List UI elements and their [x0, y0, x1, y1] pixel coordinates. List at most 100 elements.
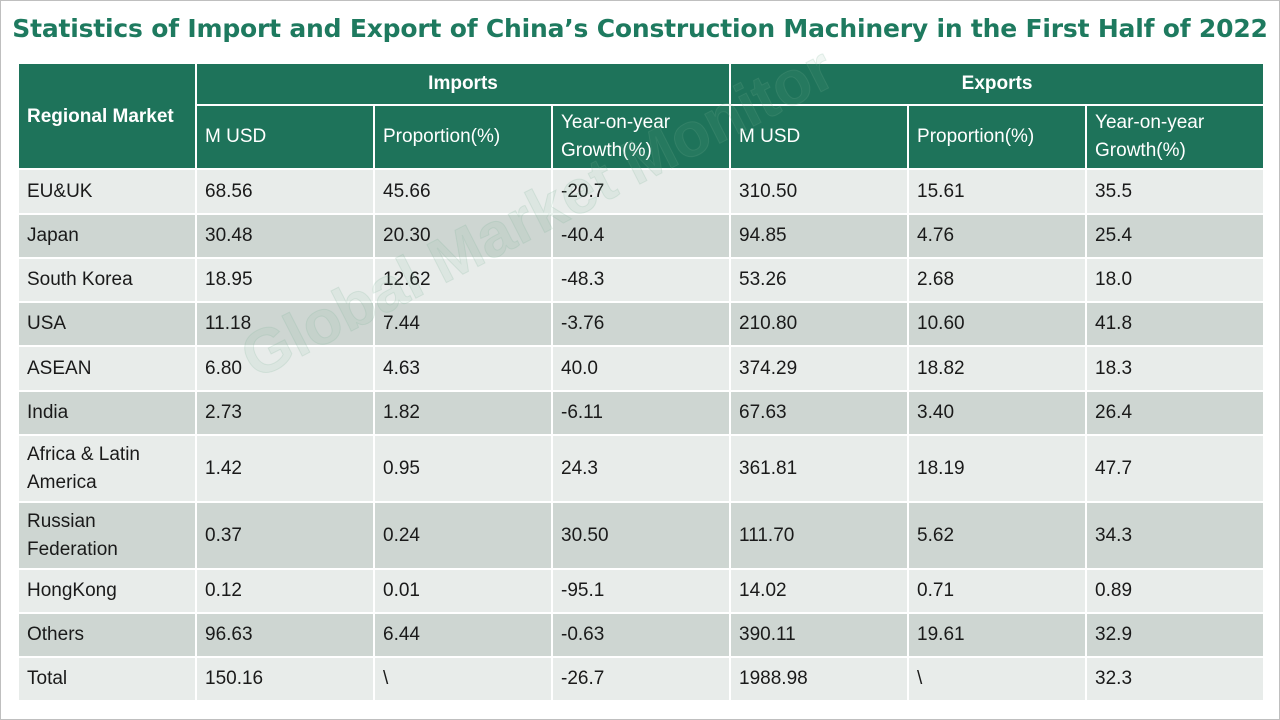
- cell-exports-growth: 18.0: [1085, 257, 1266, 303]
- cell-imports-proportion: 0.01: [373, 568, 553, 614]
- cell-imports-musd: 2.73: [195, 390, 375, 436]
- cell-imports-growth: -0.63: [550, 612, 732, 658]
- header-imports-proportion: Proportion(%): [373, 104, 553, 170]
- cell-imports-musd: 0.12: [195, 568, 375, 614]
- cell-region: ASEAN: [17, 345, 197, 392]
- cell-region: HongKong: [17, 568, 197, 614]
- table-row: South Korea 18.95 12.62 -48.3 53.26 2.68 18.0: [17, 257, 1266, 303]
- cell-imports-growth: -26.7: [550, 656, 732, 702]
- cell-imports-growth: -20.7: [550, 168, 732, 215]
- cell-imports-proportion: 6.44: [373, 612, 553, 658]
- cell-exports-proportion: 4.76: [907, 213, 1088, 259]
- header-exports-musd: M USD: [729, 104, 910, 170]
- cell-exports-proportion: 3.40: [907, 390, 1088, 436]
- cell-exports-musd: 94.85: [729, 213, 910, 259]
- cell-exports-growth: 41.8: [1085, 301, 1266, 347]
- cell-exports-proportion: 10.60: [907, 301, 1088, 347]
- cell-imports-proportion: 1.82: [373, 390, 553, 436]
- cell-region: Total: [17, 656, 197, 702]
- cell-imports-proportion: 7.44: [373, 301, 553, 347]
- cell-exports-musd: 67.63: [729, 390, 910, 436]
- cell-region: USA: [17, 301, 197, 347]
- cell-imports-proportion: \: [373, 656, 553, 702]
- cell-exports-musd: 111.70: [729, 501, 910, 570]
- cell-region: India: [17, 390, 197, 436]
- header-regional-market: Regional Market: [17, 62, 197, 170]
- table-row: Russian Federation 0.37 0.24 30.50 111.70 5.6…: [17, 501, 1266, 570]
- cell-exports-growth: 18.3: [1085, 345, 1266, 392]
- table-row: USA 11.18 7.44 -3.76 210.80 10.60 41.8: [17, 301, 1266, 347]
- cell-imports-growth: -6.11: [550, 390, 732, 436]
- cell-imports-growth: 24.3: [550, 434, 732, 503]
- cell-exports-proportion: \: [907, 656, 1088, 702]
- cell-imports-proportion: 20.30: [373, 213, 553, 259]
- cell-exports-growth: 47.7: [1085, 434, 1266, 503]
- cell-exports-proportion: 5.62: [907, 501, 1088, 570]
- cell-region: Japan: [17, 213, 197, 259]
- cell-exports-musd: 310.50: [729, 168, 910, 215]
- cell-imports-proportion: 4.63: [373, 345, 553, 392]
- cell-exports-musd: 210.80: [729, 301, 910, 347]
- cell-region: EU&UK: [17, 168, 197, 215]
- cell-imports-musd: 11.18: [195, 301, 375, 347]
- cell-region: Russian Federation: [17, 501, 197, 570]
- cell-exports-musd: 14.02: [729, 568, 910, 614]
- header-imports-musd: M USD: [195, 104, 375, 170]
- table-row: India 2.73 1.82 -6.11 67.63 3.40 26.4: [17, 390, 1266, 436]
- cell-exports-proportion: 15.61: [907, 168, 1088, 215]
- cell-imports-musd: 0.37: [195, 501, 375, 570]
- table-row: Africa & Latin America 1.42 0.95 24.3 361.81…: [17, 434, 1266, 503]
- table-row: Others 96.63 6.44 -0.63 390.11 19.61 32.9: [17, 612, 1266, 658]
- cell-region: South Korea: [17, 257, 197, 303]
- cell-imports-proportion: 45.66: [373, 168, 553, 215]
- cell-region: Africa & Latin America: [17, 434, 197, 503]
- cell-exports-growth: 0.89: [1085, 568, 1266, 614]
- header-exports: Exports: [729, 62, 1266, 106]
- cell-exports-growth: 32.9: [1085, 612, 1266, 658]
- cell-exports-growth: 25.4: [1085, 213, 1266, 259]
- cell-exports-proportion: 0.71: [907, 568, 1088, 614]
- cell-exports-musd: 374.29: [729, 345, 910, 392]
- cell-imports-proportion: 0.95: [373, 434, 553, 503]
- cell-imports-growth: 40.0: [550, 345, 732, 392]
- cell-imports-growth: -40.4: [550, 213, 732, 259]
- cell-imports-growth: 30.50: [550, 501, 732, 570]
- cell-imports-growth: -48.3: [550, 257, 732, 303]
- cell-imports-musd: 68.56: [195, 168, 375, 215]
- cell-imports-growth: -95.1: [550, 568, 732, 614]
- page-title: Statistics of Import and Export of China…: [12, 14, 1268, 43]
- table-row: HongKong 0.12 0.01 -95.1 14.02 0.71 0.89: [17, 568, 1266, 614]
- cell-exports-proportion: 2.68: [907, 257, 1088, 303]
- cell-imports-growth: -3.76: [550, 301, 732, 347]
- table-row: EU&UK 68.56 45.66 -20.7 310.50 15.61 35.5: [17, 168, 1266, 215]
- cell-exports-growth: 35.5: [1085, 168, 1266, 215]
- cell-region: Others: [17, 612, 197, 658]
- cell-exports-proportion: 18.82: [907, 345, 1088, 392]
- header-imports: Imports: [194, 62, 732, 106]
- cell-imports-musd: 150.16: [195, 656, 375, 702]
- table-row: Total 150.16 \ -26.7 1988.98 \ 32.3: [17, 656, 1266, 702]
- header-exports-proportion: Proportion(%): [907, 104, 1088, 170]
- trade-table: Regional Market Imports Exports M USD Pr…: [17, 62, 1266, 702]
- cell-imports-musd: 96.63: [195, 612, 375, 658]
- cell-exports-musd: 1988.98: [729, 656, 910, 702]
- cell-exports-musd: 390.11: [729, 612, 910, 658]
- header-imports-growth: Year-on-year Growth(%): [550, 104, 732, 170]
- cell-exports-growth: 32.3: [1085, 656, 1266, 702]
- cell-exports-musd: 361.81: [729, 434, 910, 503]
- cell-imports-proportion: 12.62: [373, 257, 553, 303]
- table-row: ASEAN 6.80 4.63 40.0 374.29 18.82 18.3: [17, 345, 1266, 392]
- cell-imports-musd: 1.42: [195, 434, 375, 503]
- cell-imports-musd: 30.48: [195, 213, 375, 259]
- table-body: EU&UK 68.56 45.66 -20.7 310.50 15.61 35.5 Japan…: [17, 168, 1266, 702]
- cell-exports-proportion: 18.19: [907, 434, 1088, 503]
- cell-exports-musd: 53.26: [729, 257, 910, 303]
- cell-imports-musd: 18.95: [195, 257, 375, 303]
- cell-exports-growth: 26.4: [1085, 390, 1266, 436]
- cell-exports-proportion: 19.61: [907, 612, 1088, 658]
- cell-imports-musd: 6.80: [195, 345, 375, 392]
- cell-exports-growth: 34.3: [1085, 501, 1266, 570]
- table-row: Japan 30.48 20.30 -40.4 94.85 4.76 25.4: [17, 213, 1266, 259]
- header-exports-growth: Year-on-year Growth(%): [1085, 104, 1266, 170]
- cell-imports-proportion: 0.24: [373, 501, 553, 570]
